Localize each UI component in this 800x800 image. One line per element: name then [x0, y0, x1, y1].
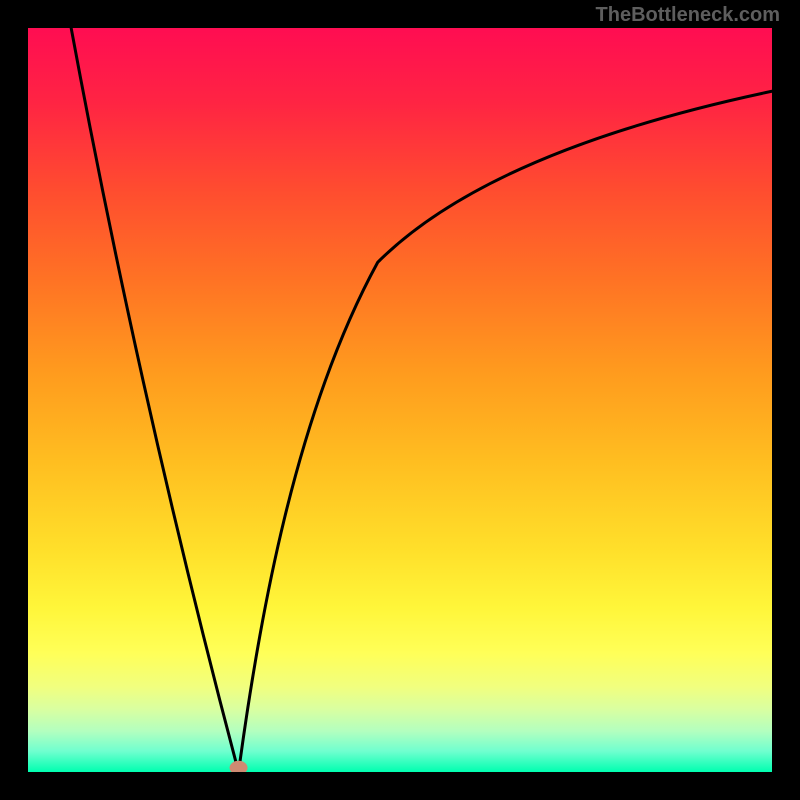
watermark-text: TheBottleneck.com: [596, 4, 780, 27]
curve-vertex-dot: [230, 761, 248, 772]
plot-area: [28, 28, 772, 772]
curve-layer: [28, 28, 772, 772]
bottleneck-curve: [71, 28, 772, 772]
chart-container: TheBottleneck.com: [0, 0, 800, 800]
